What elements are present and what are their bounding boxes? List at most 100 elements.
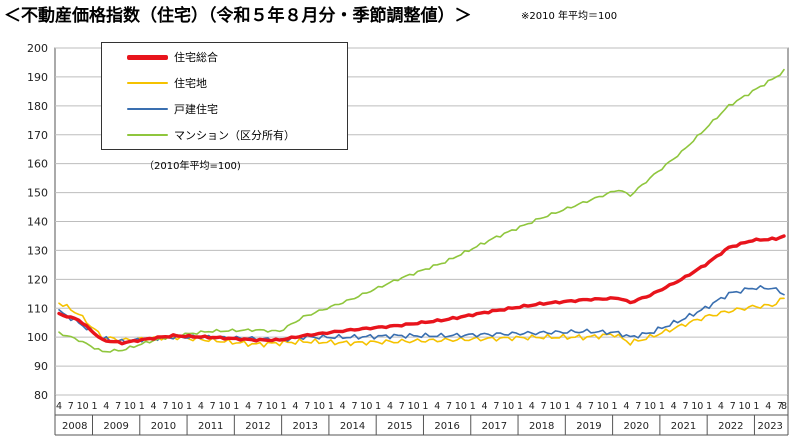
y-tick-label: 80 — [34, 389, 48, 402]
y-tick-label: 140 — [27, 216, 48, 229]
y-tick-label: 120 — [27, 273, 48, 286]
x-tick-label: 7 — [588, 401, 594, 412]
year-label: 2009 — [103, 421, 128, 432]
year-label: 2008 — [62, 421, 87, 432]
x-tick-label: 4 — [765, 401, 771, 412]
x-tick-label: 7 — [162, 401, 168, 412]
x-tick-label: 10 — [408, 401, 420, 412]
series-line — [57, 234, 786, 346]
x-tick-label: 7 — [682, 401, 688, 412]
x-tick-label: 10 — [171, 401, 183, 412]
x-tick-label: 4 — [292, 401, 298, 412]
x-tick-label: 7 — [68, 401, 74, 412]
legend-item-total: 住宅総合 — [102, 45, 347, 69]
year-label: 2011 — [198, 421, 223, 432]
year-label: 2014 — [340, 421, 365, 432]
x-tick-label: 4 — [671, 401, 677, 412]
x-tick-label: 10 — [313, 401, 325, 412]
legend-swatch-land — [127, 82, 168, 84]
page-title: ＜不動産価格指数（住宅）（令和５年８月分・季節調整値）＞ — [4, 6, 472, 26]
x-tick-label: 4 — [151, 401, 157, 412]
legend-label-house: 戸建住宅 — [174, 103, 218, 116]
x-tick-label: 7 — [541, 401, 547, 412]
y-tick-label: 150 — [27, 187, 48, 200]
year-label: 2017 — [482, 421, 507, 432]
legend-item-condo: マンション（区分所有） — [102, 123, 347, 147]
x-tick-label: 10 — [360, 401, 372, 412]
x-tick-label: 4 — [56, 401, 62, 412]
x-tick-label: 10 — [549, 401, 561, 412]
x-tick-label: 4 — [576, 401, 582, 412]
year-label: 2016 — [434, 421, 459, 432]
x-tick-label: 10 — [691, 401, 703, 412]
x-tick-label: 4 — [482, 401, 488, 412]
year-label: 2018 — [529, 421, 554, 432]
year-label: 2023 — [757, 421, 782, 432]
legend-label-total: 住宅総合 — [174, 51, 218, 64]
x-tick-label: 1 — [564, 401, 570, 412]
x-tick-label: 7 — [210, 401, 216, 412]
x-tick-label: 7 — [446, 401, 452, 412]
year-label: 2021 — [671, 421, 696, 432]
year-label: 2010 — [151, 421, 176, 432]
x-tick-label: 4 — [623, 401, 629, 412]
x-tick-label: 1 — [517, 401, 523, 412]
x-tick-label: 7 — [115, 401, 121, 412]
x-tick-label: 10 — [739, 401, 751, 412]
x-tick-label: 10 — [218, 401, 230, 412]
x-tick-label: 1 — [659, 401, 665, 412]
x-tick-label: 4 — [245, 401, 251, 412]
x-tick-label: 4 — [198, 401, 204, 412]
year-label: 2020 — [624, 421, 649, 432]
legend-swatch-condo — [127, 134, 168, 136]
year-label: 2013 — [293, 421, 318, 432]
base-year-label: （2010年平均=100) — [144, 161, 241, 172]
x-tick-label: 1 — [281, 401, 287, 412]
x-tick-label: 10 — [644, 401, 656, 412]
x-tick-label: 1 — [328, 401, 334, 412]
x-tick-label: 7 — [304, 401, 310, 412]
legend-item-house: 戸建住宅 — [102, 97, 347, 121]
x-tick-label: 10 — [266, 401, 278, 412]
base-year-note: ※2010 年平均＝100 — [521, 11, 618, 22]
y-tick-label: 100 — [27, 331, 48, 344]
y-tick-label: 200 — [27, 42, 48, 55]
x-tick-label: 10 — [597, 401, 609, 412]
x-tick-label: 1 — [186, 401, 192, 412]
x-tick-label: 1 — [422, 401, 428, 412]
x-tick-label: 1 — [91, 401, 97, 412]
chart-legend: 住宅総合 住宅地 戸建住宅 マンション（区分所有） — [101, 42, 348, 150]
x-tick-label: 7 — [730, 401, 736, 412]
x-tick-label: 7 — [777, 401, 783, 412]
x-tick-label: 4 — [529, 401, 535, 412]
legend-item-land: 住宅地 — [102, 71, 347, 95]
x-tick-label: 1 — [375, 401, 381, 412]
year-label: 2015 — [387, 421, 412, 432]
y-tick-label: 160 — [27, 158, 48, 171]
year-label: 2019 — [576, 421, 601, 432]
x-tick-label: 4 — [103, 401, 109, 412]
x-tick-label: 1 — [612, 401, 618, 412]
legend-swatch-total — [127, 55, 168, 60]
x-tick-label: 7 — [399, 401, 405, 412]
x-tick-label: 7 — [635, 401, 641, 412]
x-tick-label: 10 — [455, 401, 467, 412]
legend-label-land: 住宅地 — [174, 77, 207, 90]
y-tick-label: 110 — [27, 302, 48, 315]
y-tick-label: 190 — [27, 71, 48, 84]
x-tick-label: 1 — [139, 401, 145, 412]
x-tick-label: 10 — [124, 401, 136, 412]
x-tick-label: 10 — [502, 401, 514, 412]
y-tick-label: 130 — [27, 244, 48, 257]
legend-label-condo: マンション（区分所有） — [174, 129, 295, 142]
x-tick-label: 8 — [781, 401, 787, 412]
year-label: 2012 — [245, 421, 270, 432]
x-tick-label: 10 — [77, 401, 89, 412]
x-tick-label: 7 — [351, 401, 357, 412]
x-tick-label: 4 — [387, 401, 393, 412]
year-label: 2022 — [718, 421, 743, 432]
x-tick-label: 4 — [340, 401, 346, 412]
y-tick-label: 170 — [27, 129, 48, 142]
y-tick-label: 180 — [27, 100, 48, 113]
x-tick-label: 7 — [493, 401, 499, 412]
